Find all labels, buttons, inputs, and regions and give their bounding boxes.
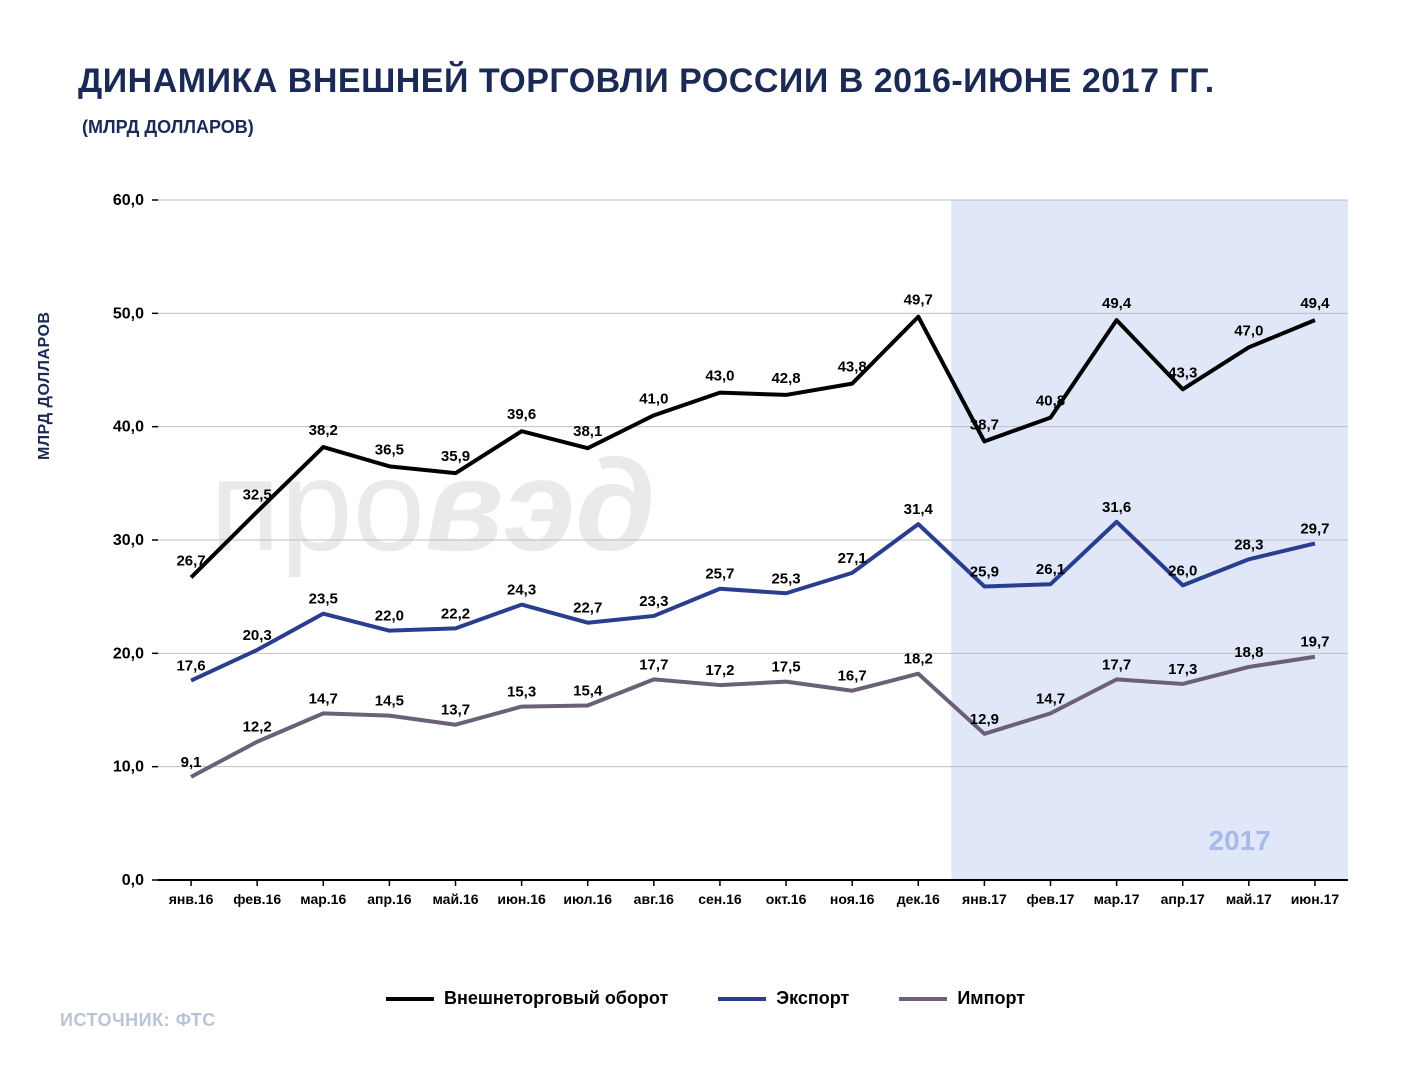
chart-svg: 2017 0,0 10,0 20,0 30,0 40,0 50,0 60,0 янв.16 фев… [78,190,1368,950]
y-axis-label: МЛРД ДОЛЛАРОВ [36,312,54,460]
svg-text:47,0: 47,0 [1234,322,1263,339]
svg-text:20,3: 20,3 [243,627,272,644]
svg-text:19,7: 19,7 [1300,634,1329,651]
svg-text:41,0: 41,0 [639,390,668,407]
legend-item-turnover: Внешнеторговый оборот [386,988,668,1009]
legend-swatch [899,997,947,1001]
svg-text:25,3: 25,3 [771,570,800,587]
svg-text:39,6: 39,6 [507,406,536,423]
svg-text:май.16: май.16 [432,891,478,907]
svg-text:июл.16: июл.16 [563,891,612,907]
svg-text:31,4: 31,4 [904,501,934,518]
svg-text:38,7: 38,7 [970,416,999,433]
svg-text:ноя.16: ноя.16 [830,891,875,907]
svg-text:13,7: 13,7 [441,702,470,719]
svg-text:42,8: 42,8 [771,370,800,387]
svg-text:49,4: 49,4 [1300,295,1330,312]
svg-text:28,3: 28,3 [1234,536,1263,553]
legend-swatch [386,997,434,1001]
svg-text:14,5: 14,5 [375,693,404,710]
line-chart: 2017 0,0 10,0 20,0 30,0 40,0 50,0 60,0 янв.16 фев… [78,190,1368,950]
svg-text:38,2: 38,2 [309,422,338,439]
legend: Внешнеторговый оборот Экспорт Импорт [0,988,1411,1009]
svg-text:36,5: 36,5 [375,441,404,458]
svg-text:31,6: 31,6 [1102,499,1131,516]
svg-text:авг.16: авг.16 [634,891,674,907]
page: ДИНАМИКА ВНЕШНЕЙ ТОРГОВЛИ РОССИИ В 2016-… [0,0,1411,1069]
svg-text:23,3: 23,3 [639,593,668,610]
svg-text:43,8: 43,8 [838,359,867,376]
page-title: ДИНАМИКА ВНЕШНЕЙ ТОРГОВЛИ РОССИИ В 2016-… [78,62,1215,101]
svg-text:мар.17: мар.17 [1094,891,1140,907]
svg-text:15,3: 15,3 [507,684,536,701]
svg-text:26,7: 26,7 [176,552,205,569]
svg-text:14,7: 14,7 [1036,690,1065,707]
svg-text:15,4: 15,4 [573,682,603,699]
svg-text:25,9: 25,9 [970,563,999,580]
svg-text:43,3: 43,3 [1168,364,1197,381]
svg-text:17,6: 17,6 [176,658,205,675]
svg-text:фев.16: фев.16 [233,891,281,907]
svg-text:12,2: 12,2 [243,719,272,736]
legend-item-export: Экспорт [718,988,849,1009]
svg-text:17,2: 17,2 [705,662,734,679]
svg-text:29,7: 29,7 [1300,520,1329,537]
svg-text:9,1: 9,1 [181,754,202,771]
svg-text:25,7: 25,7 [705,566,734,583]
svg-text:16,7: 16,7 [838,668,867,685]
legend-swatch [718,997,766,1001]
source-note: ИСТОЧНИК: ФТС [60,1010,216,1031]
svg-text:49,7: 49,7 [904,292,933,309]
svg-text:49,4: 49,4 [1102,295,1132,312]
legend-label: Экспорт [776,988,849,1009]
svg-text:18,2: 18,2 [904,651,933,668]
svg-text:18,8: 18,8 [1234,644,1263,661]
svg-text:35,9: 35,9 [441,448,470,465]
svg-text:17,7: 17,7 [639,656,668,673]
svg-text:дек.16: дек.16 [897,891,940,907]
svg-text:26,1: 26,1 [1036,561,1065,578]
svg-text:24,3: 24,3 [507,582,536,599]
svg-text:17,7: 17,7 [1102,656,1131,673]
svg-text:26,0: 26,0 [1168,562,1197,579]
svg-text:май.17: май.17 [1226,891,1272,907]
svg-text:0,0: 0,0 [122,872,144,889]
svg-text:фев.17: фев.17 [1027,891,1075,907]
svg-text:20,0: 20,0 [113,645,144,662]
svg-text:мар.16: мар.16 [300,891,346,907]
svg-text:32,5: 32,5 [243,487,272,504]
page-subtitle: (МЛРД ДОЛЛАРОВ) [82,117,254,138]
svg-text:2017: 2017 [1209,825,1271,856]
svg-text:38,1: 38,1 [573,423,602,440]
svg-text:60,0: 60,0 [113,192,144,209]
svg-text:50,0: 50,0 [113,305,144,322]
svg-text:22,7: 22,7 [573,600,602,617]
svg-text:27,1: 27,1 [838,550,867,567]
svg-text:12,9: 12,9 [970,711,999,728]
svg-text:30,0: 30,0 [113,532,144,549]
legend-label: Импорт [957,988,1025,1009]
legend-item-import: Импорт [899,988,1025,1009]
svg-text:сен.16: сен.16 [698,891,742,907]
svg-text:янв.16: янв.16 [169,891,214,907]
svg-text:43,0: 43,0 [705,368,734,385]
svg-text:апр.17: апр.17 [1161,891,1205,907]
svg-text:апр.16: апр.16 [367,891,411,907]
svg-text:22,0: 22,0 [375,608,404,625]
svg-text:10,0: 10,0 [113,759,144,776]
svg-text:40,0: 40,0 [113,419,144,436]
svg-text:окт.16: окт.16 [766,891,807,907]
svg-text:июн.16: июн.16 [497,891,546,907]
svg-text:23,5: 23,5 [309,591,338,608]
svg-text:40,8: 40,8 [1036,393,1065,410]
svg-text:янв.17: янв.17 [962,891,1007,907]
svg-text:14,7: 14,7 [309,690,338,707]
legend-label: Внешнеторговый оборот [444,988,668,1009]
svg-text:17,5: 17,5 [771,659,800,676]
svg-text:17,3: 17,3 [1168,661,1197,678]
svg-text:22,2: 22,2 [441,605,470,622]
svg-text:июн.17: июн.17 [1291,891,1340,907]
